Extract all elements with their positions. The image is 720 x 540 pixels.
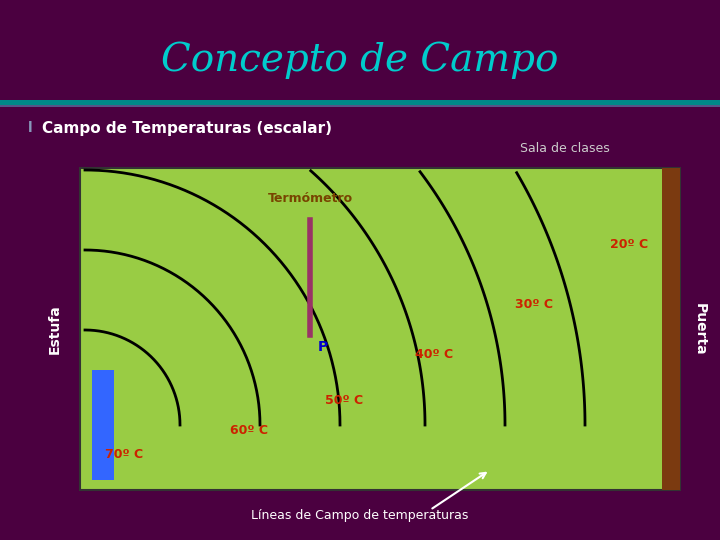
Text: Estufa: Estufa <box>48 304 62 354</box>
Text: P: P <box>318 340 328 354</box>
Text: Termómetro: Termómetro <box>267 192 353 205</box>
Text: 60º C: 60º C <box>230 423 268 436</box>
Bar <box>0 0 720 105</box>
Bar <box>662 168 680 490</box>
Text: l: l <box>27 121 32 135</box>
Text: Puerta: Puerta <box>693 303 707 355</box>
Bar <box>0 105 720 107</box>
Text: Campo de Temperaturas (escalar): Campo de Temperaturas (escalar) <box>42 120 332 136</box>
Text: 30º C: 30º C <box>515 299 553 312</box>
Bar <box>92 370 114 480</box>
Text: 70º C: 70º C <box>105 449 143 462</box>
Text: 50º C: 50º C <box>325 394 363 407</box>
Text: Sala de clases: Sala de clases <box>520 141 610 154</box>
Bar <box>80 168 680 490</box>
Bar <box>0 100 720 105</box>
Text: Concepto de Campo: Concepto de Campo <box>161 41 559 79</box>
Text: 40º C: 40º C <box>415 348 453 361</box>
Text: 20º C: 20º C <box>610 239 648 252</box>
Text: Líneas de Campo de temperaturas: Líneas de Campo de temperaturas <box>251 509 469 522</box>
